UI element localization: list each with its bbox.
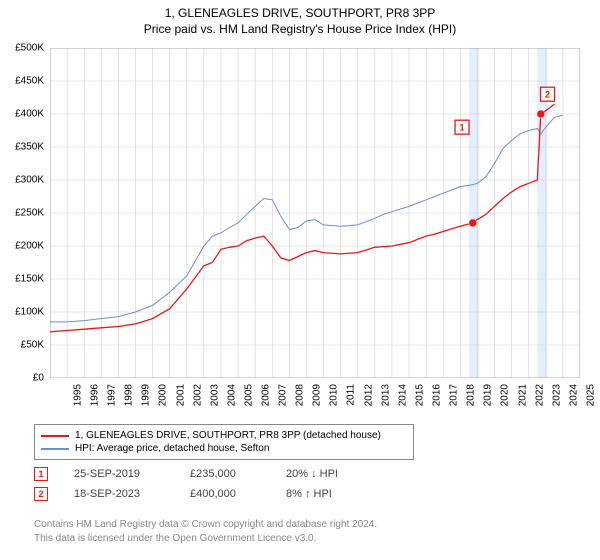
x-tick-label: 2018: [465, 384, 476, 406]
x-tick-label: 2016: [431, 384, 442, 406]
y-tick-label: £500K: [15, 43, 44, 54]
y-tick-label: £450K: [15, 76, 44, 87]
svg-text:2: 2: [545, 90, 550, 100]
x-tick-label: 1997: [106, 384, 117, 406]
legend-label: HPI: Average price, detached house, Seft…: [75, 443, 269, 454]
x-tick-label: 2013: [380, 384, 391, 406]
y-axis-labels: £0£50K£100K£150K£200K£250K£300K£350K£400…: [0, 48, 46, 378]
sales-table: 1 25-SEP-2019 £235,000 20% ↓ HPI 2 18-SEP-202…: [34, 464, 376, 504]
sale-marker-box: 1: [34, 467, 48, 481]
footer-line-1: Contains HM Land Registry data © Crown c…: [34, 518, 377, 532]
legend-label: 1, GLENEAGLES DRIVE, SOUTHPORT, PR8 3PP …: [75, 430, 381, 441]
x-tick-label: 2008: [295, 384, 306, 406]
x-tick-label: 2007: [277, 384, 288, 406]
legend: 1, GLENEAGLES DRIVE, SOUTHPORT, PR8 3PP …: [34, 424, 414, 460]
y-tick-label: £350K: [15, 142, 44, 153]
y-tick-label: £150K: [15, 274, 44, 285]
x-tick-label: 2025: [585, 384, 596, 406]
sale-marker-box: 2: [34, 487, 48, 501]
sale-price: £400,000: [190, 488, 260, 500]
chart-title: 1, GLENEAGLES DRIVE, SOUTHPORT, PR8 3PP: [0, 0, 600, 20]
y-tick-label: £50K: [21, 340, 44, 351]
x-tick-label: 2009: [312, 384, 323, 406]
x-tick-label: 2001: [175, 384, 186, 406]
x-tick-label: 2004: [226, 384, 237, 406]
sale-row: 2 18-SEP-2023 £400,000 8% ↑ HPI: [34, 484, 376, 504]
legend-swatch: [41, 448, 69, 450]
x-axis-labels: 1995 1996 1997 1998 1999 2000 2001 2002 2003 2004…: [50, 382, 580, 422]
legend-swatch: [41, 435, 69, 437]
x-tick-label: 2005: [243, 384, 254, 406]
x-tick-label: 2022: [534, 384, 545, 406]
x-tick-label: 1995: [72, 384, 83, 406]
sale-diff: 8% ↑ HPI: [286, 488, 376, 500]
plot-area: 12: [50, 48, 580, 378]
sale-diff: 20% ↓ HPI: [286, 468, 376, 480]
sale-row: 1 25-SEP-2019 £235,000 20% ↓ HPI: [34, 464, 376, 484]
y-tick-label: £300K: [15, 175, 44, 186]
x-tick-label: 2024: [568, 384, 579, 406]
footer-line-2: This data is licensed under the Open Gov…: [34, 532, 377, 546]
x-tick-label: 2002: [192, 384, 203, 406]
legend-row: 1, GLENEAGLES DRIVE, SOUTHPORT, PR8 3PP …: [41, 429, 407, 442]
x-tick-label: 2012: [363, 384, 374, 406]
sale-date: 25-SEP-2019: [74, 468, 164, 480]
legend-row: HPI: Average price, detached house, Seft…: [41, 442, 407, 455]
x-tick-label: 1999: [141, 384, 152, 406]
sale-date: 18-SEP-2023: [74, 488, 164, 500]
y-tick-label: £250K: [15, 208, 44, 219]
footer-attribution: Contains HM Land Registry data © Crown c…: [34, 518, 377, 545]
x-tick-label: 2017: [448, 384, 459, 406]
x-tick-label: 2015: [414, 384, 425, 406]
sale-price: £235,000: [190, 468, 260, 480]
x-tick-label: 2006: [260, 384, 271, 406]
x-tick-label: 2003: [209, 384, 220, 406]
x-tick-label: 1998: [124, 384, 135, 406]
x-tick-label: 2023: [551, 384, 562, 406]
y-tick-label: £100K: [15, 307, 44, 318]
y-tick-label: £200K: [15, 241, 44, 252]
x-tick-label: 2019: [483, 384, 494, 406]
y-tick-label: £0: [33, 373, 44, 384]
x-tick-label: 2021: [517, 384, 528, 406]
svg-text:1: 1: [460, 123, 465, 133]
chart-subtitle: Price paid vs. HM Land Registry's House …: [0, 20, 600, 40]
y-tick-label: £400K: [15, 109, 44, 120]
x-tick-label: 2020: [500, 384, 511, 406]
x-tick-label: 2010: [329, 384, 340, 406]
x-tick-label: 2011: [345, 384, 356, 406]
x-tick-label: 1996: [89, 384, 100, 406]
chart-container: 1, GLENEAGLES DRIVE, SOUTHPORT, PR8 3PP …: [0, 0, 600, 560]
plot-svg: 12: [50, 48, 580, 378]
x-tick-label: 2000: [158, 384, 169, 406]
x-tick-label: 2014: [397, 384, 408, 406]
